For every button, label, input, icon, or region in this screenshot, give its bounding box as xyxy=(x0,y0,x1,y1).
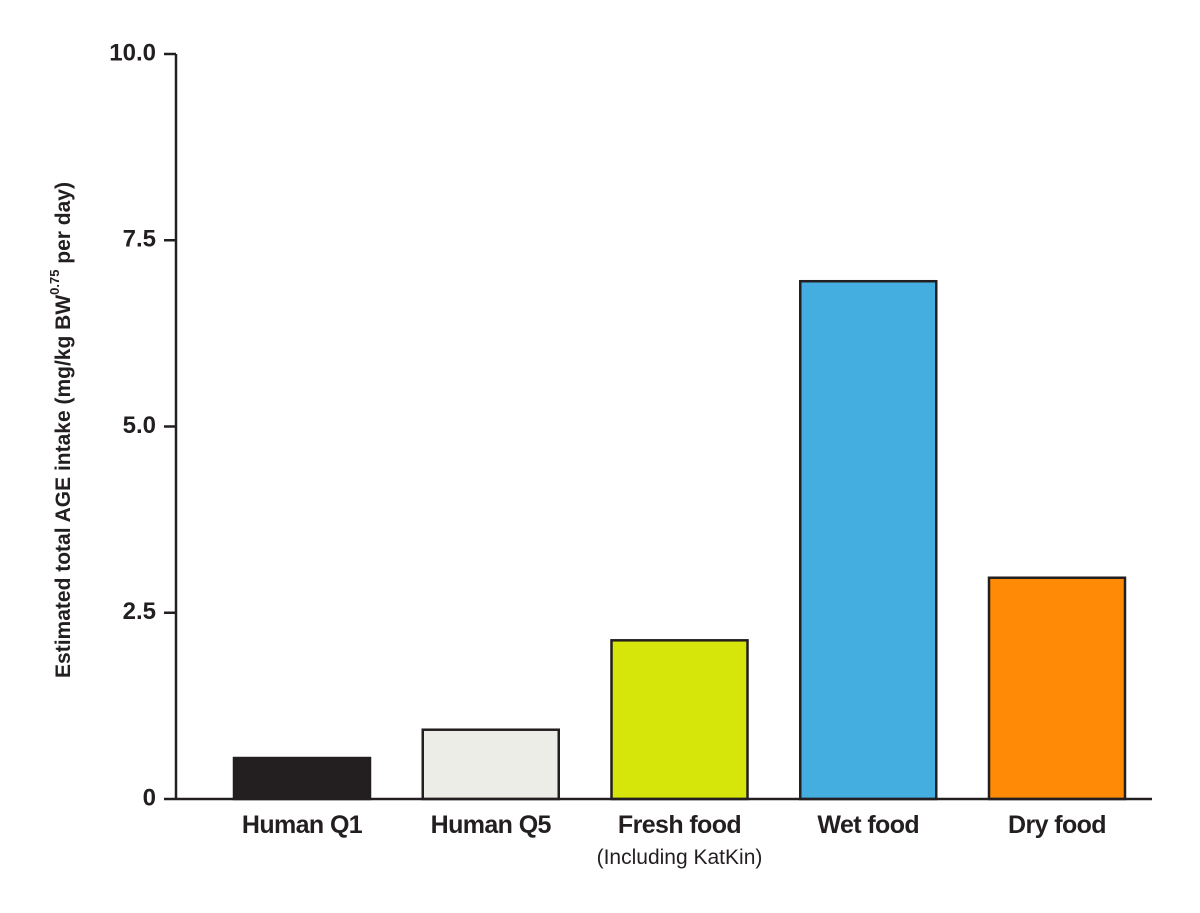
x-axis-categories: Human Q1 Human Q5 Fresh food (Including Kat… xyxy=(242,811,1107,869)
x-category-label: Human Q5 xyxy=(431,811,552,839)
y-tick-label: 7.5 xyxy=(123,226,156,253)
y-axis-title-end: per day) xyxy=(52,182,75,270)
y-axis-ticks: 0 2.5 5.0 7.5 10.0 xyxy=(109,39,176,811)
y-axis-title-main: Estimated total AGE intake (mg/kg BW xyxy=(52,295,75,678)
x-category-sublabel: (Including KatKin) xyxy=(597,846,763,869)
x-category-label: Human Q1 xyxy=(242,811,363,839)
bar-fresh-food xyxy=(610,639,749,801)
bar-human-q1 xyxy=(232,756,372,801)
svg-text:Estimated total AGE intake (mg: Estimated total AGE intake (mg/kg BW0.75… xyxy=(47,182,74,678)
y-axis-title: Estimated total AGE intake (mg/kg BW0.75… xyxy=(47,182,74,678)
y-tick-label: 5.0 xyxy=(123,412,156,439)
axes xyxy=(174,54,1152,801)
x-category-label: Fresh food xyxy=(618,811,741,839)
bars xyxy=(232,279,1127,801)
bar-wet-food xyxy=(799,279,938,801)
x-category-label: Dry food xyxy=(1008,811,1106,839)
y-tick-label: 10.0 xyxy=(109,39,156,66)
bar-human-q5 xyxy=(421,728,560,801)
x-category-label: Wet food xyxy=(817,811,919,839)
y-axis-title-superscript: 0.75 xyxy=(47,270,62,295)
y-tick-label: 0 xyxy=(143,784,156,811)
bar-dry-food xyxy=(987,576,1127,801)
y-tick-label: 2.5 xyxy=(123,598,156,625)
